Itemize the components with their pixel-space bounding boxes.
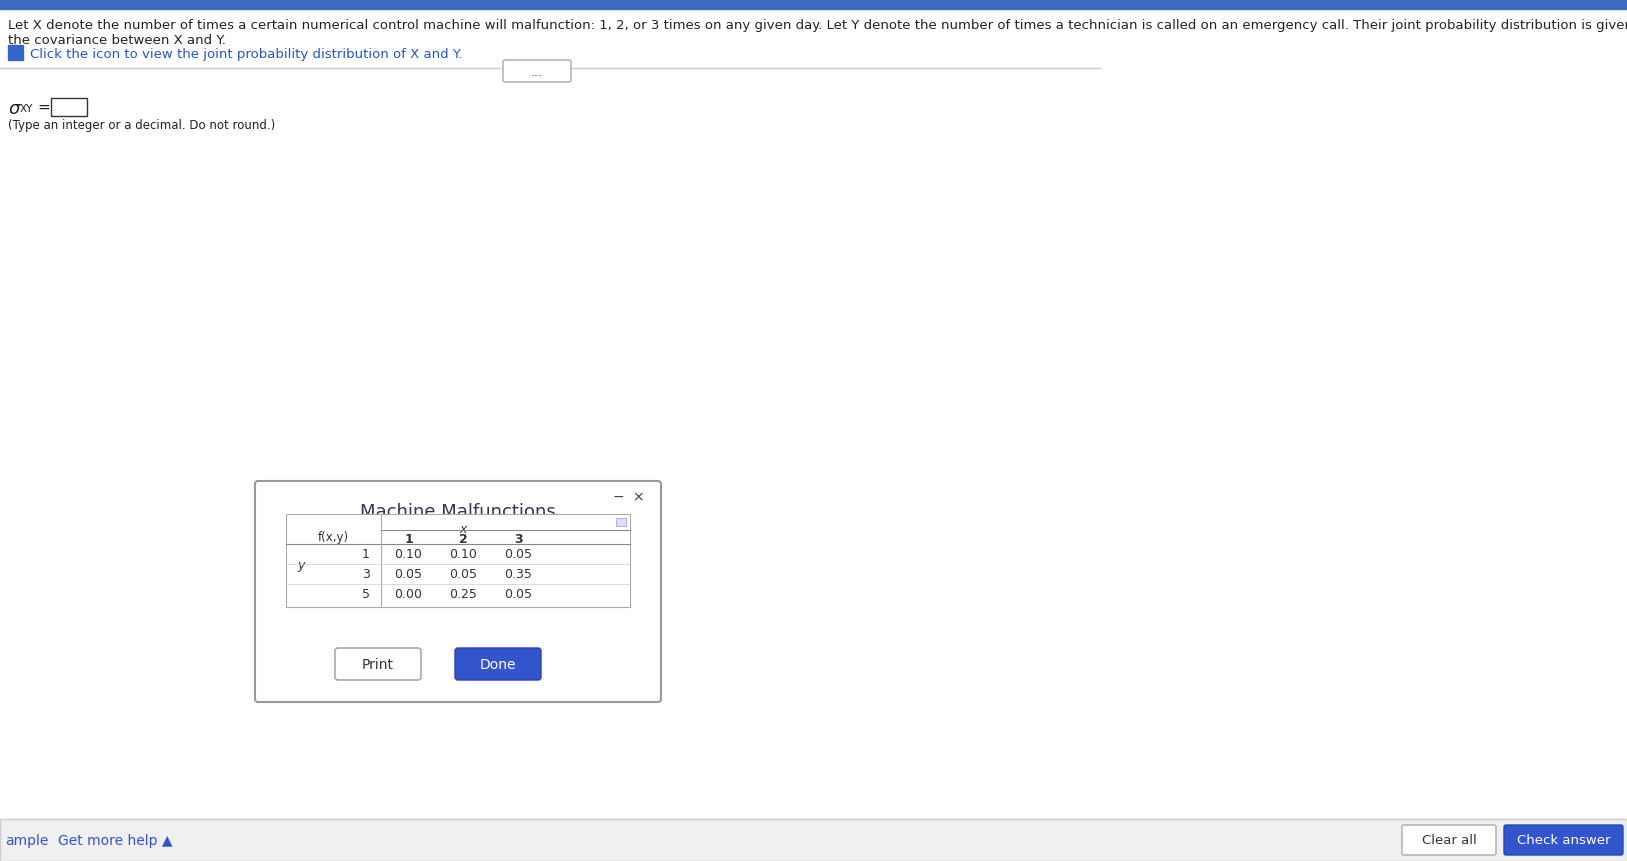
Text: f(x,y): f(x,y) bbox=[317, 531, 350, 544]
Bar bbox=[8, 56, 13, 60]
Text: =: = bbox=[37, 100, 50, 115]
Text: Check answer: Check answer bbox=[1516, 833, 1611, 846]
Text: (Type an integer or a decimal. Do not round.): (Type an integer or a decimal. Do not ro… bbox=[8, 119, 275, 132]
Text: 1: 1 bbox=[363, 548, 369, 561]
Text: ×: × bbox=[633, 489, 644, 504]
Text: XY: XY bbox=[20, 104, 34, 114]
Text: Done: Done bbox=[480, 657, 516, 672]
Text: 0.10: 0.10 bbox=[395, 548, 423, 561]
Text: Machine Malfunctions: Machine Malfunctions bbox=[360, 503, 556, 520]
Text: 3: 3 bbox=[363, 568, 369, 581]
Text: the covariance between X and Y.: the covariance between X and Y. bbox=[8, 34, 226, 47]
Bar bbox=[0, 819, 1627, 861]
Text: 3: 3 bbox=[514, 532, 522, 545]
Bar bbox=[617, 518, 626, 526]
Text: 5: 5 bbox=[361, 588, 369, 601]
Text: 1: 1 bbox=[403, 532, 413, 545]
Bar bbox=[8, 46, 13, 50]
FancyBboxPatch shape bbox=[503, 61, 571, 83]
Text: 0.35: 0.35 bbox=[504, 568, 532, 581]
Bar bbox=[13, 46, 18, 50]
Bar bbox=[18, 51, 23, 55]
FancyBboxPatch shape bbox=[255, 481, 661, 703]
Text: 0.05: 0.05 bbox=[504, 548, 532, 561]
FancyBboxPatch shape bbox=[1503, 825, 1624, 855]
Bar bbox=[286, 514, 630, 607]
Text: Click the icon to view the joint probability distribution of X and Y.: Click the icon to view the joint probabi… bbox=[29, 48, 462, 61]
Text: 0.10: 0.10 bbox=[449, 548, 477, 561]
Text: −: − bbox=[612, 489, 623, 504]
FancyBboxPatch shape bbox=[456, 648, 542, 680]
FancyBboxPatch shape bbox=[1402, 825, 1495, 855]
Text: Print: Print bbox=[361, 657, 394, 672]
Text: ample: ample bbox=[5, 833, 49, 847]
Text: σ: σ bbox=[8, 100, 20, 118]
Bar bbox=[13, 56, 18, 60]
Text: 0.05: 0.05 bbox=[449, 568, 477, 581]
Text: Get more help ▲: Get more help ▲ bbox=[59, 833, 172, 847]
Text: 0.00: 0.00 bbox=[394, 588, 423, 601]
Text: 0.25: 0.25 bbox=[449, 588, 477, 601]
FancyBboxPatch shape bbox=[335, 648, 421, 680]
Bar bbox=[13, 51, 18, 55]
Text: Let X denote the number of times a certain numerical control machine will malfun: Let X denote the number of times a certa… bbox=[8, 19, 1627, 32]
Bar bbox=[18, 46, 23, 50]
Bar bbox=[50, 99, 86, 117]
Text: 0.05: 0.05 bbox=[394, 568, 423, 581]
Text: y: y bbox=[298, 558, 304, 571]
Text: x: x bbox=[460, 523, 467, 536]
Bar bbox=[0, 0, 1627, 10]
Text: ...: ... bbox=[530, 65, 543, 78]
Text: 2: 2 bbox=[459, 532, 469, 545]
Text: 0.05: 0.05 bbox=[504, 588, 532, 601]
Bar bbox=[8, 51, 13, 55]
Bar bbox=[18, 56, 23, 60]
Text: Clear all: Clear all bbox=[1422, 833, 1476, 846]
